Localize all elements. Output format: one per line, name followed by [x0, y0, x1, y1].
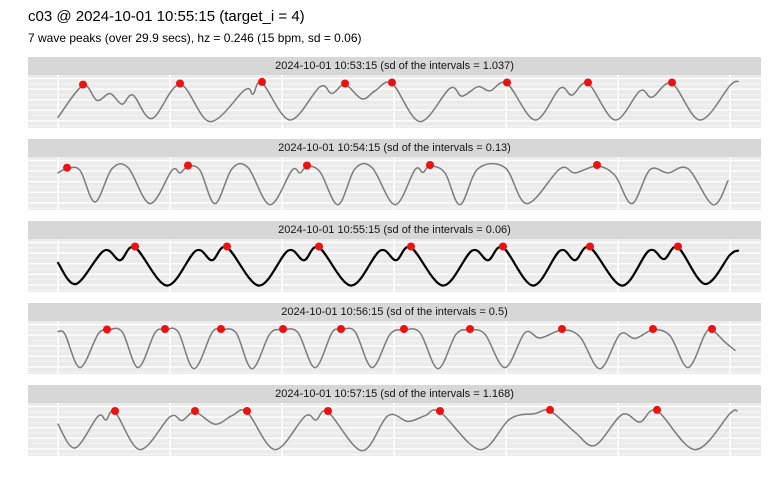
peak-dot [400, 325, 408, 333]
facet-strip-label: 2024-10-01 10:54:15 (sd of the intervals… [278, 142, 511, 154]
facet-panel: 2024-10-01 10:53:15 (sd of the intervals… [28, 57, 761, 128]
peak-dot [258, 77, 266, 86]
peak-dot [279, 325, 287, 333]
peak-dot [584, 78, 592, 87]
wave-line [57, 327, 736, 370]
peak-dot [586, 242, 594, 251]
facet-strip-label: 2024-10-01 10:55:15 (sd of the intervals… [278, 224, 511, 236]
wave-plot [28, 239, 761, 292]
peak-dot [79, 80, 87, 89]
peak-dot [184, 161, 192, 170]
wave-plot [28, 75, 761, 128]
facet-panels: 2024-10-01 10:53:15 (sd of the intervals… [28, 57, 761, 467]
peak-dot [674, 242, 682, 251]
facet-strip-label: 2024-10-01 10:57:15 (sd of the intervals… [275, 388, 514, 400]
peak-dot [217, 325, 225, 333]
peak-dot [668, 78, 676, 87]
wave-line [57, 162, 729, 206]
peak-dot [131, 242, 139, 251]
facet-panel: 2024-10-01 10:56:15 (sd of the intervals… [28, 303, 761, 374]
peak-dot [243, 407, 251, 415]
peak-dot [103, 325, 111, 334]
peak-dot [503, 78, 511, 87]
peak-dot [337, 325, 345, 333]
wave-line [57, 80, 739, 123]
facet-strip: 2024-10-01 10:54:15 (sd of the intervals… [28, 139, 761, 157]
facet-strip: 2024-10-01 10:57:15 (sd of the intervals… [28, 385, 761, 403]
peak-dot [593, 161, 601, 169]
peak-dot [708, 325, 716, 333]
facet-strip: 2024-10-01 10:53:15 (sd of the intervals… [28, 57, 761, 75]
peak-dot [341, 79, 349, 88]
facet-panel: 2024-10-01 10:54:15 (sd of the intervals… [28, 139, 761, 210]
wave-plot [28, 403, 761, 456]
peak-dot [63, 163, 71, 172]
peak-dot [499, 242, 507, 251]
peak-dot [303, 161, 311, 170]
peak-dot [436, 407, 444, 415]
facet-strip-label: 2024-10-01 10:56:15 (sd of the intervals… [281, 306, 508, 318]
peak-dot [324, 407, 332, 415]
peak-dot [546, 405, 554, 414]
peak-dot [191, 407, 199, 415]
facet-strip-label: 2024-10-01 10:53:15 (sd of the intervals… [275, 60, 514, 72]
facet-strip: 2024-10-01 10:55:15 (sd of the intervals… [28, 221, 761, 239]
peak-dot [176, 79, 184, 88]
facet-panel-target: 2024-10-01 10:55:15 (sd of the intervals… [28, 221, 761, 292]
wave-line [56, 245, 740, 287]
facet-strip: 2024-10-01 10:56:15 (sd of the intervals… [28, 303, 761, 321]
peak-dot [558, 325, 566, 333]
peak-dot [649, 325, 657, 333]
peak-dot [466, 325, 474, 333]
peak-dot [111, 407, 119, 415]
peak-dot [315, 242, 323, 251]
peak-dot [653, 405, 661, 414]
chart-title: c03 @ 2024-10-01 10:55:15 (target_i = 4) [28, 8, 305, 25]
peak-dot [426, 161, 434, 169]
wave-plot [28, 157, 761, 210]
peak-dot [388, 78, 396, 87]
chart-subtitle: 7 wave peaks (over 29.9 secs), hz = 0.24… [28, 31, 362, 45]
peak-dot [223, 242, 231, 251]
peak-dot [161, 325, 169, 333]
facet-panel: 2024-10-01 10:57:15 (sd of the intervals… [28, 385, 761, 456]
wave-plot [28, 321, 761, 374]
wave-line [57, 409, 738, 452]
peak-dot [407, 242, 415, 251]
